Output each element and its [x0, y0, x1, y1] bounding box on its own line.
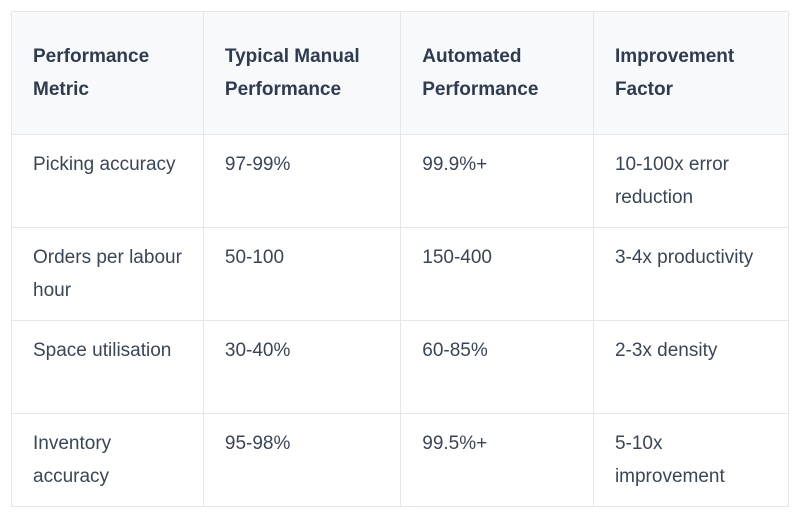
- cell-metric: Picking accuracy: [11, 134, 204, 228]
- cell-improvement-factor: 10-100x error reduction: [592, 134, 790, 228]
- cell-metric: Orders per labour hour: [11, 227, 204, 321]
- cell-improvement-factor: 2-3x density: [592, 320, 790, 414]
- cell-automated-performance: 60-85%: [400, 320, 594, 414]
- cell-metric: Inventory accuracy: [11, 413, 204, 507]
- cell-automated-performance: 150-400: [400, 227, 594, 321]
- cell-automated-performance: 99.5%+: [400, 413, 594, 507]
- performance-comparison-table: Performance Metric Typical Manual Perfor…: [11, 11, 790, 507]
- header-row: Performance Metric Typical Manual Perfor…: [11, 11, 790, 135]
- column-header-typical-manual-performance: Typical Manual Performance: [202, 11, 402, 135]
- column-header-automated-performance: Automated Performance: [400, 11, 594, 135]
- table-header: Performance Metric Typical Manual Perfor…: [11, 11, 790, 135]
- cell-metric: Space utilisation: [11, 320, 204, 414]
- column-header-improvement-factor: Improvement Factor: [592, 11, 790, 135]
- cell-improvement-factor: 5-10x improvement: [592, 413, 790, 507]
- table-row: Space utilisation 30-40% 60-85% 2-3x den…: [11, 320, 790, 414]
- table-body: Picking accuracy 97-99% 99.9%+ 10-100x e…: [11, 134, 790, 507]
- cell-improvement-factor: 3-4x productivity: [592, 227, 790, 321]
- column-header-performance-metric: Performance Metric: [11, 11, 204, 135]
- cell-manual-performance: 30-40%: [202, 320, 402, 414]
- cell-manual-performance: 97-99%: [202, 134, 402, 228]
- table-row: Picking accuracy 97-99% 99.9%+ 10-100x e…: [11, 134, 790, 228]
- cell-manual-performance: 95-98%: [202, 413, 402, 507]
- table-row: Orders per labour hour 50-100 150-400 3-…: [11, 227, 790, 321]
- cell-automated-performance: 99.9%+: [400, 134, 594, 228]
- cell-manual-performance: 50-100: [202, 227, 402, 321]
- table-row: Inventory accuracy 95-98% 99.5%+ 5-10x i…: [11, 413, 790, 507]
